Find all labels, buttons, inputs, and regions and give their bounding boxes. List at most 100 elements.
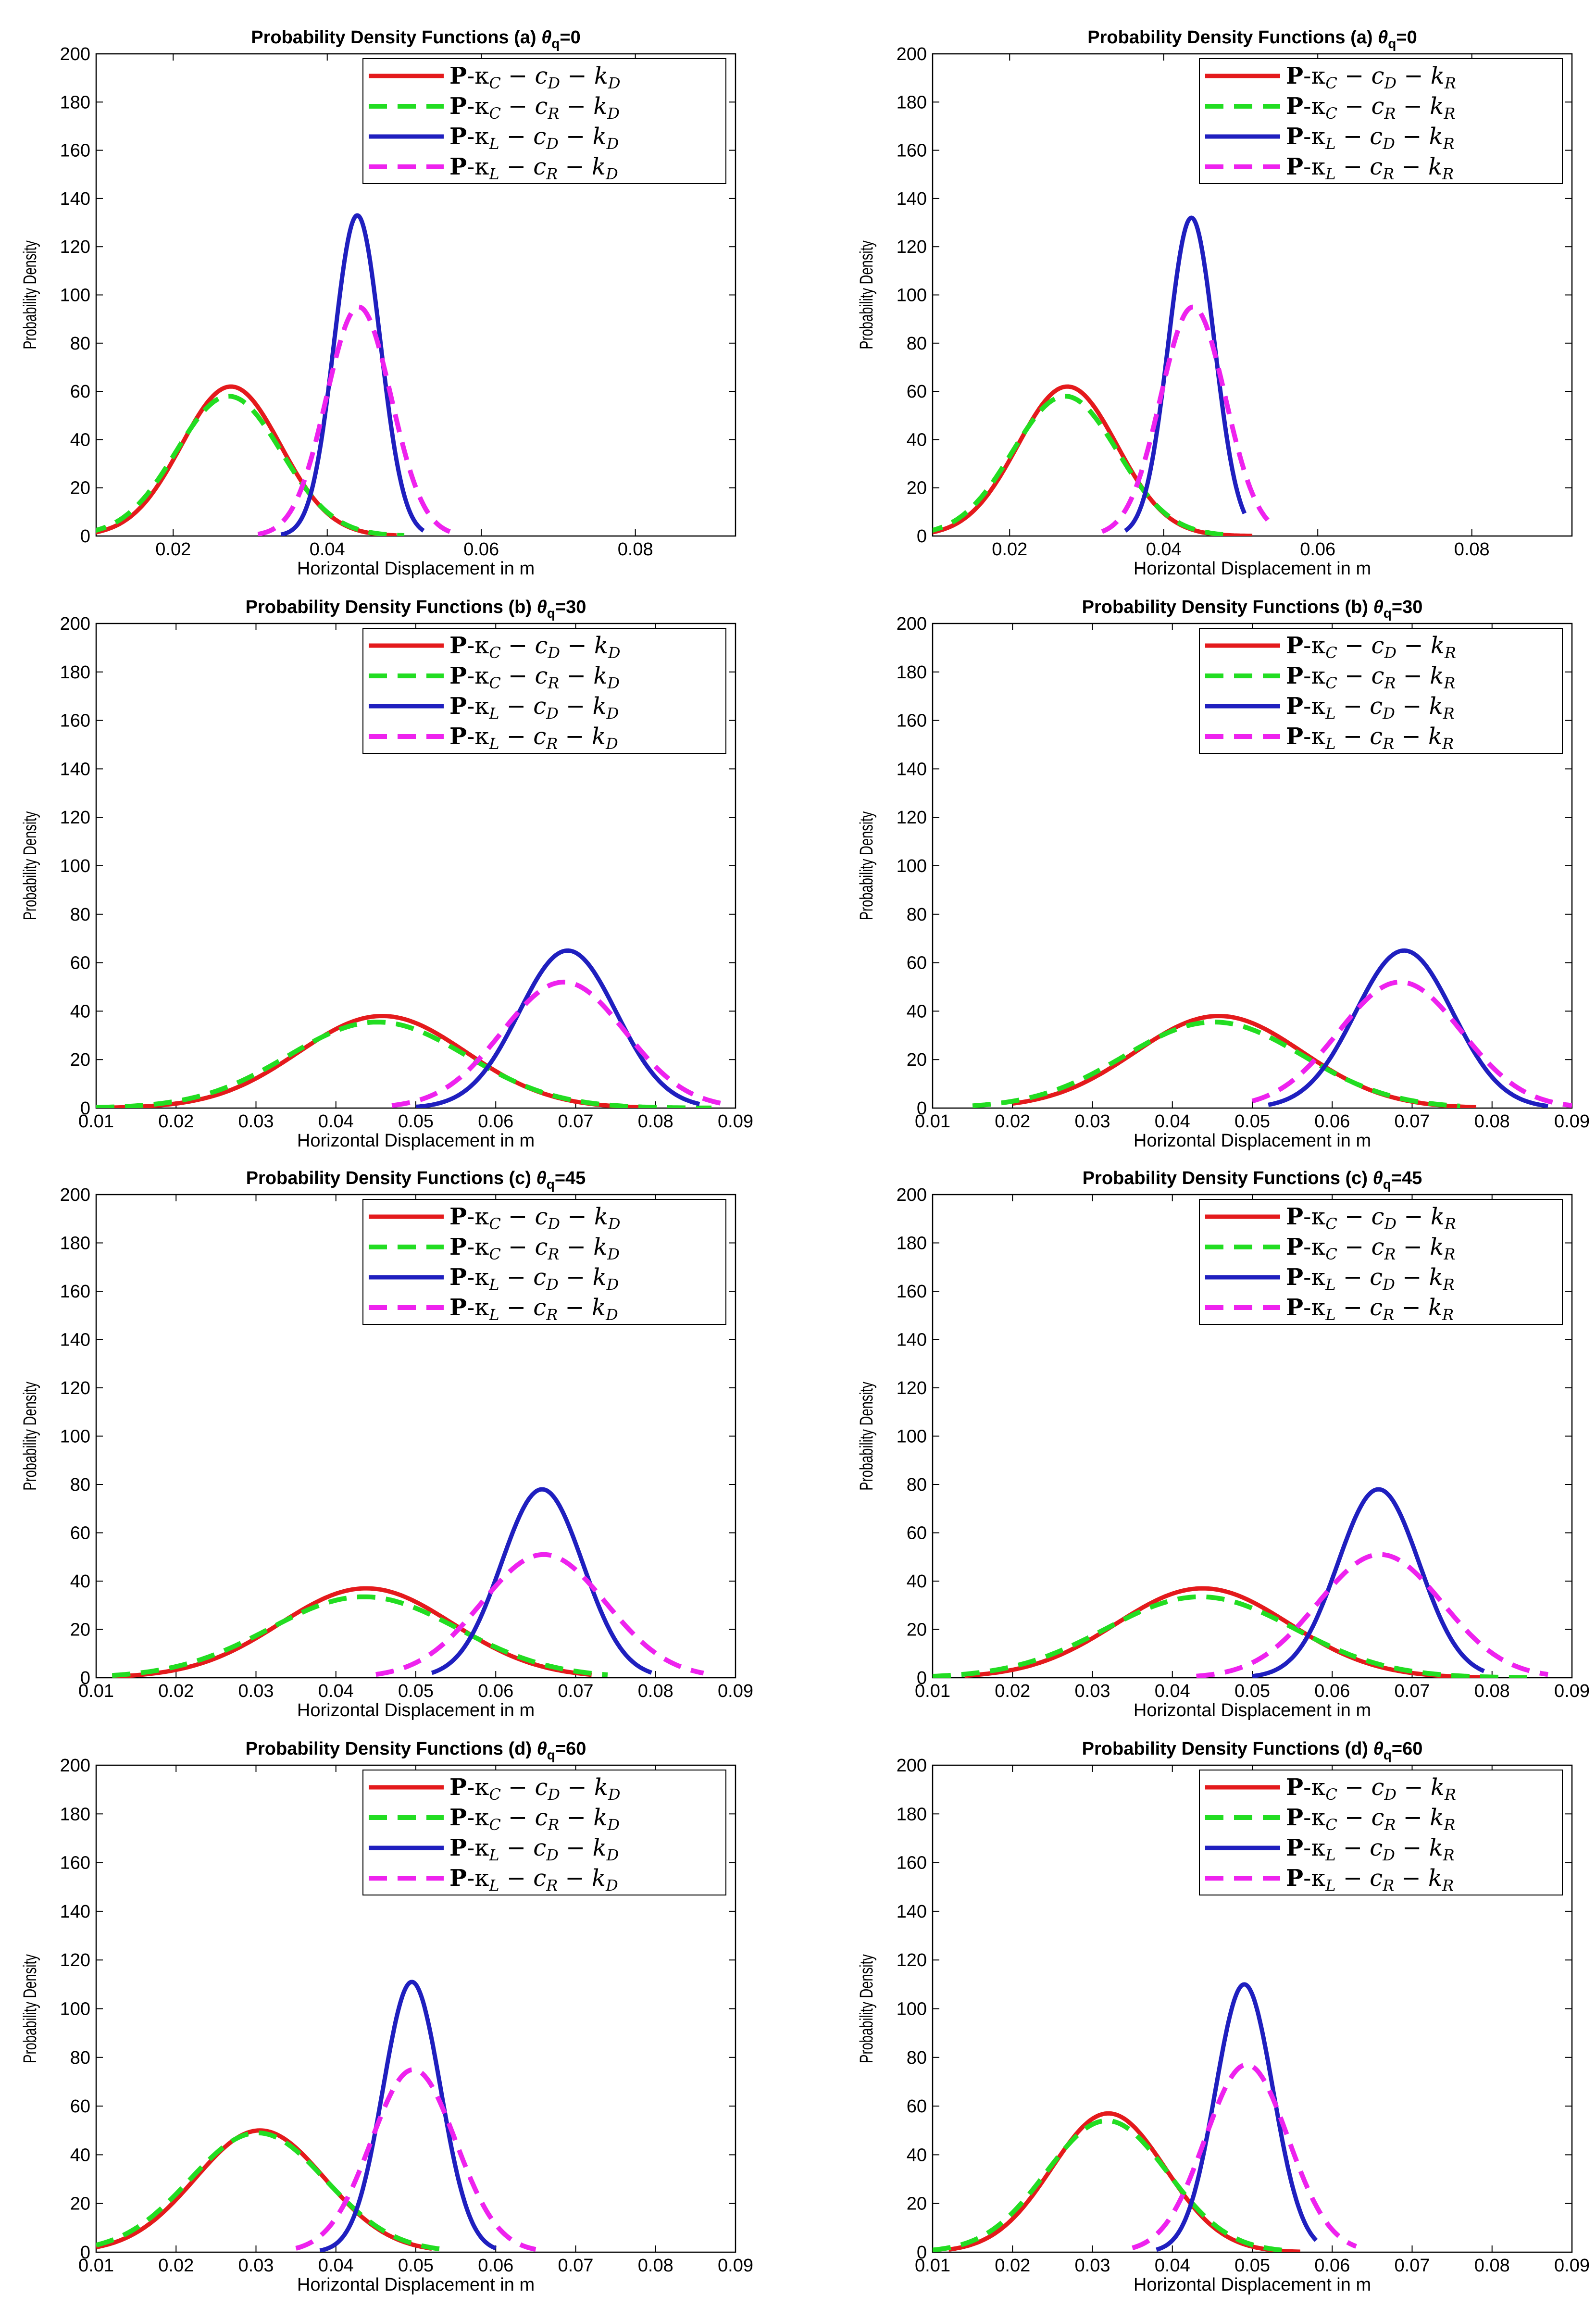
x-tick-label: 0.09 [718, 2256, 753, 2276]
x-tick-label: 0.07 [1395, 1681, 1430, 1701]
panel-c-kr-legend: P-κC − cD − kRP-κC − cR − kRP-κL − cD − … [1199, 1199, 1563, 1325]
panel-d-kd-curves [96, 1980, 537, 2252]
x-tick-label: 0.09 [1554, 1111, 1590, 1132]
x-tick-label: 0.06 [478, 1111, 513, 1132]
y-tick-label: 140 [897, 189, 927, 209]
y-tick-label: 120 [897, 237, 927, 257]
y-axis-label: Probability Density [857, 1382, 877, 1491]
x-tick-label: 0.03 [238, 1681, 274, 1701]
y-tick-label: 40 [70, 1571, 90, 1592]
panel-c-kd-curves [112, 1487, 704, 1678]
y-tick-label: 40 [70, 2145, 90, 2165]
y-tick-label: 60 [907, 1523, 927, 1544]
x-axis-label: Horizontal Displacement in m [297, 559, 535, 579]
panel-b-kd-chart: 0 20 40 60 80 100 120 140 160 180 200 0.01 0.02 0.03 0… [20, 597, 753, 1151]
legend-entry: P-κC − cR − kR [1286, 1234, 1455, 1263]
y-tick-label: 100 [60, 1427, 90, 1447]
y-tick-label: 0 [917, 1668, 927, 1688]
y-tick-label: 80 [70, 2048, 90, 2068]
y-tick-label: 40 [907, 2145, 927, 2165]
legend-entry: P-κC − cR − kR [1286, 662, 1455, 692]
y-tick-label: 200 [897, 614, 927, 634]
series-line-ld [431, 1487, 653, 1675]
x-axis-label: Horizontal Displacement in m [1134, 559, 1371, 579]
y-tick-label: 60 [907, 382, 927, 402]
y-tick-label: 100 [60, 286, 90, 306]
y-tick-label: 120 [897, 1950, 927, 1970]
x-tick-label: 0.07 [1395, 1111, 1430, 1132]
panel-b-kd-curves [96, 948, 724, 1108]
x-tick-label: 0.04 [1155, 2256, 1190, 2276]
legend-entry: P-κC − cD − kR [1286, 632, 1456, 662]
series-line-lr [1131, 2062, 1358, 2250]
x-tick-label: 0.08 [638, 2256, 673, 2276]
y-tick-label: 200 [60, 44, 90, 64]
chart-title: Probability Density Functions (d) θq=60 [1082, 1739, 1423, 1762]
series-line-cr [972, 1020, 1460, 1108]
legend-entry: P-κC − cD − kD [449, 632, 621, 662]
x-tick-label: 0.03 [1075, 2256, 1110, 2276]
legend-entry: P-κL − cD − kR [1286, 123, 1455, 153]
x-tick-label: 0.02 [158, 1681, 194, 1701]
legend-box [1199, 58, 1563, 184]
y-tick-label: 120 [60, 237, 90, 257]
y-tick-label: 20 [70, 1620, 90, 1640]
y-tick-label: 80 [70, 905, 90, 925]
legend-entry: P-κL − cR − kR [1286, 1865, 1454, 1895]
x-tick-label: 0.04 [318, 1111, 354, 1132]
y-tick-label: 80 [70, 334, 90, 354]
chart-title: Probability Density Functions (b) θq=30 [1082, 597, 1423, 621]
series-line-cr [933, 1594, 1532, 1678]
y-tick-label: 80 [907, 334, 927, 354]
series-line-lr [257, 304, 452, 536]
y-tick-label: 120 [60, 1950, 90, 1970]
panel-b-kr-legend: P-κC − cD − kRP-κC − cR − kRP-κL − cD − … [1199, 628, 1563, 754]
x-tick-label: 0.06 [463, 539, 499, 560]
panel-a-kd-chart: 0 20 40 60 80 100 120 140 160 180 200 0.02 0.04 0.06 0… [20, 27, 736, 579]
y-tick-label: 20 [70, 2194, 90, 2214]
legend-entry: P-κL − cD − kD [449, 1834, 619, 1864]
panel-a-kd-legend: P-κC − cD − kDP-κC − cR − kDP-κL − cD − … [362, 58, 726, 184]
y-tick-label: 160 [897, 141, 927, 161]
y-tick-label: 20 [907, 2194, 927, 2214]
x-tick-label: 0.09 [1554, 1681, 1590, 1701]
x-tick-label: 0.05 [398, 2256, 434, 2276]
x-tick-label: 0.01 [78, 1111, 114, 1132]
y-tick-label: 20 [70, 1050, 90, 1070]
y-tick-label: 80 [907, 2048, 927, 2068]
x-tick-label: 0.02 [995, 1681, 1030, 1701]
y-tick-label: 0 [80, 1098, 90, 1119]
x-axis-label: Horizontal Displacement in m [1134, 1700, 1371, 1721]
x-tick-label: 0.04 [318, 1681, 354, 1701]
series-line-ld [1268, 948, 1548, 1108]
y-tick-label: 0 [917, 526, 927, 547]
y-tick-label: 180 [897, 1234, 927, 1254]
y-tick-label: 160 [60, 141, 90, 161]
x-tick-label: 0.06 [478, 1681, 513, 1701]
y-tick-label: 0 [80, 526, 90, 547]
y-tick-label: 140 [897, 1902, 927, 1922]
legend-entry: P-κL − cR − kD [449, 153, 618, 183]
y-tick-label: 140 [60, 189, 90, 209]
legend-box [1199, 1770, 1563, 1895]
y-tick-label: 200 [60, 614, 90, 634]
y-tick-label: 80 [907, 1475, 927, 1495]
y-tick-label: 140 [60, 1330, 90, 1350]
panel-c-kr-curves [933, 1487, 1548, 1678]
y-tick-label: 180 [897, 1804, 927, 1824]
y-tick-label: 120 [897, 808, 927, 828]
y-tick-label: 180 [897, 92, 927, 112]
legend-entry: P-κC − cR − kR [1286, 93, 1455, 123]
y-tick-label: 160 [897, 711, 927, 731]
series-line-cd [112, 1586, 592, 1678]
y-axis-label: Probability Density [857, 1954, 877, 2063]
panel-a-kd-curves [96, 213, 452, 536]
series-line-lr [1100, 304, 1270, 534]
y-axis-label: Probability Density [20, 1954, 40, 2063]
series-line-cd [933, 384, 1253, 536]
panel-c-kd-chart: 0 20 40 60 80 100 120 140 160 180 200 0.01 0.02 0.03 0… [20, 1168, 753, 1721]
panel-c-kr-chart: 0 20 40 60 80 100 120 140 160 180 200 0.01 0.02 0.03 0… [857, 1168, 1590, 1721]
x-tick-label: 0.01 [915, 2256, 950, 2276]
y-axis-label: Probability Density [857, 240, 877, 349]
y-tick-label: 100 [60, 1999, 90, 2020]
